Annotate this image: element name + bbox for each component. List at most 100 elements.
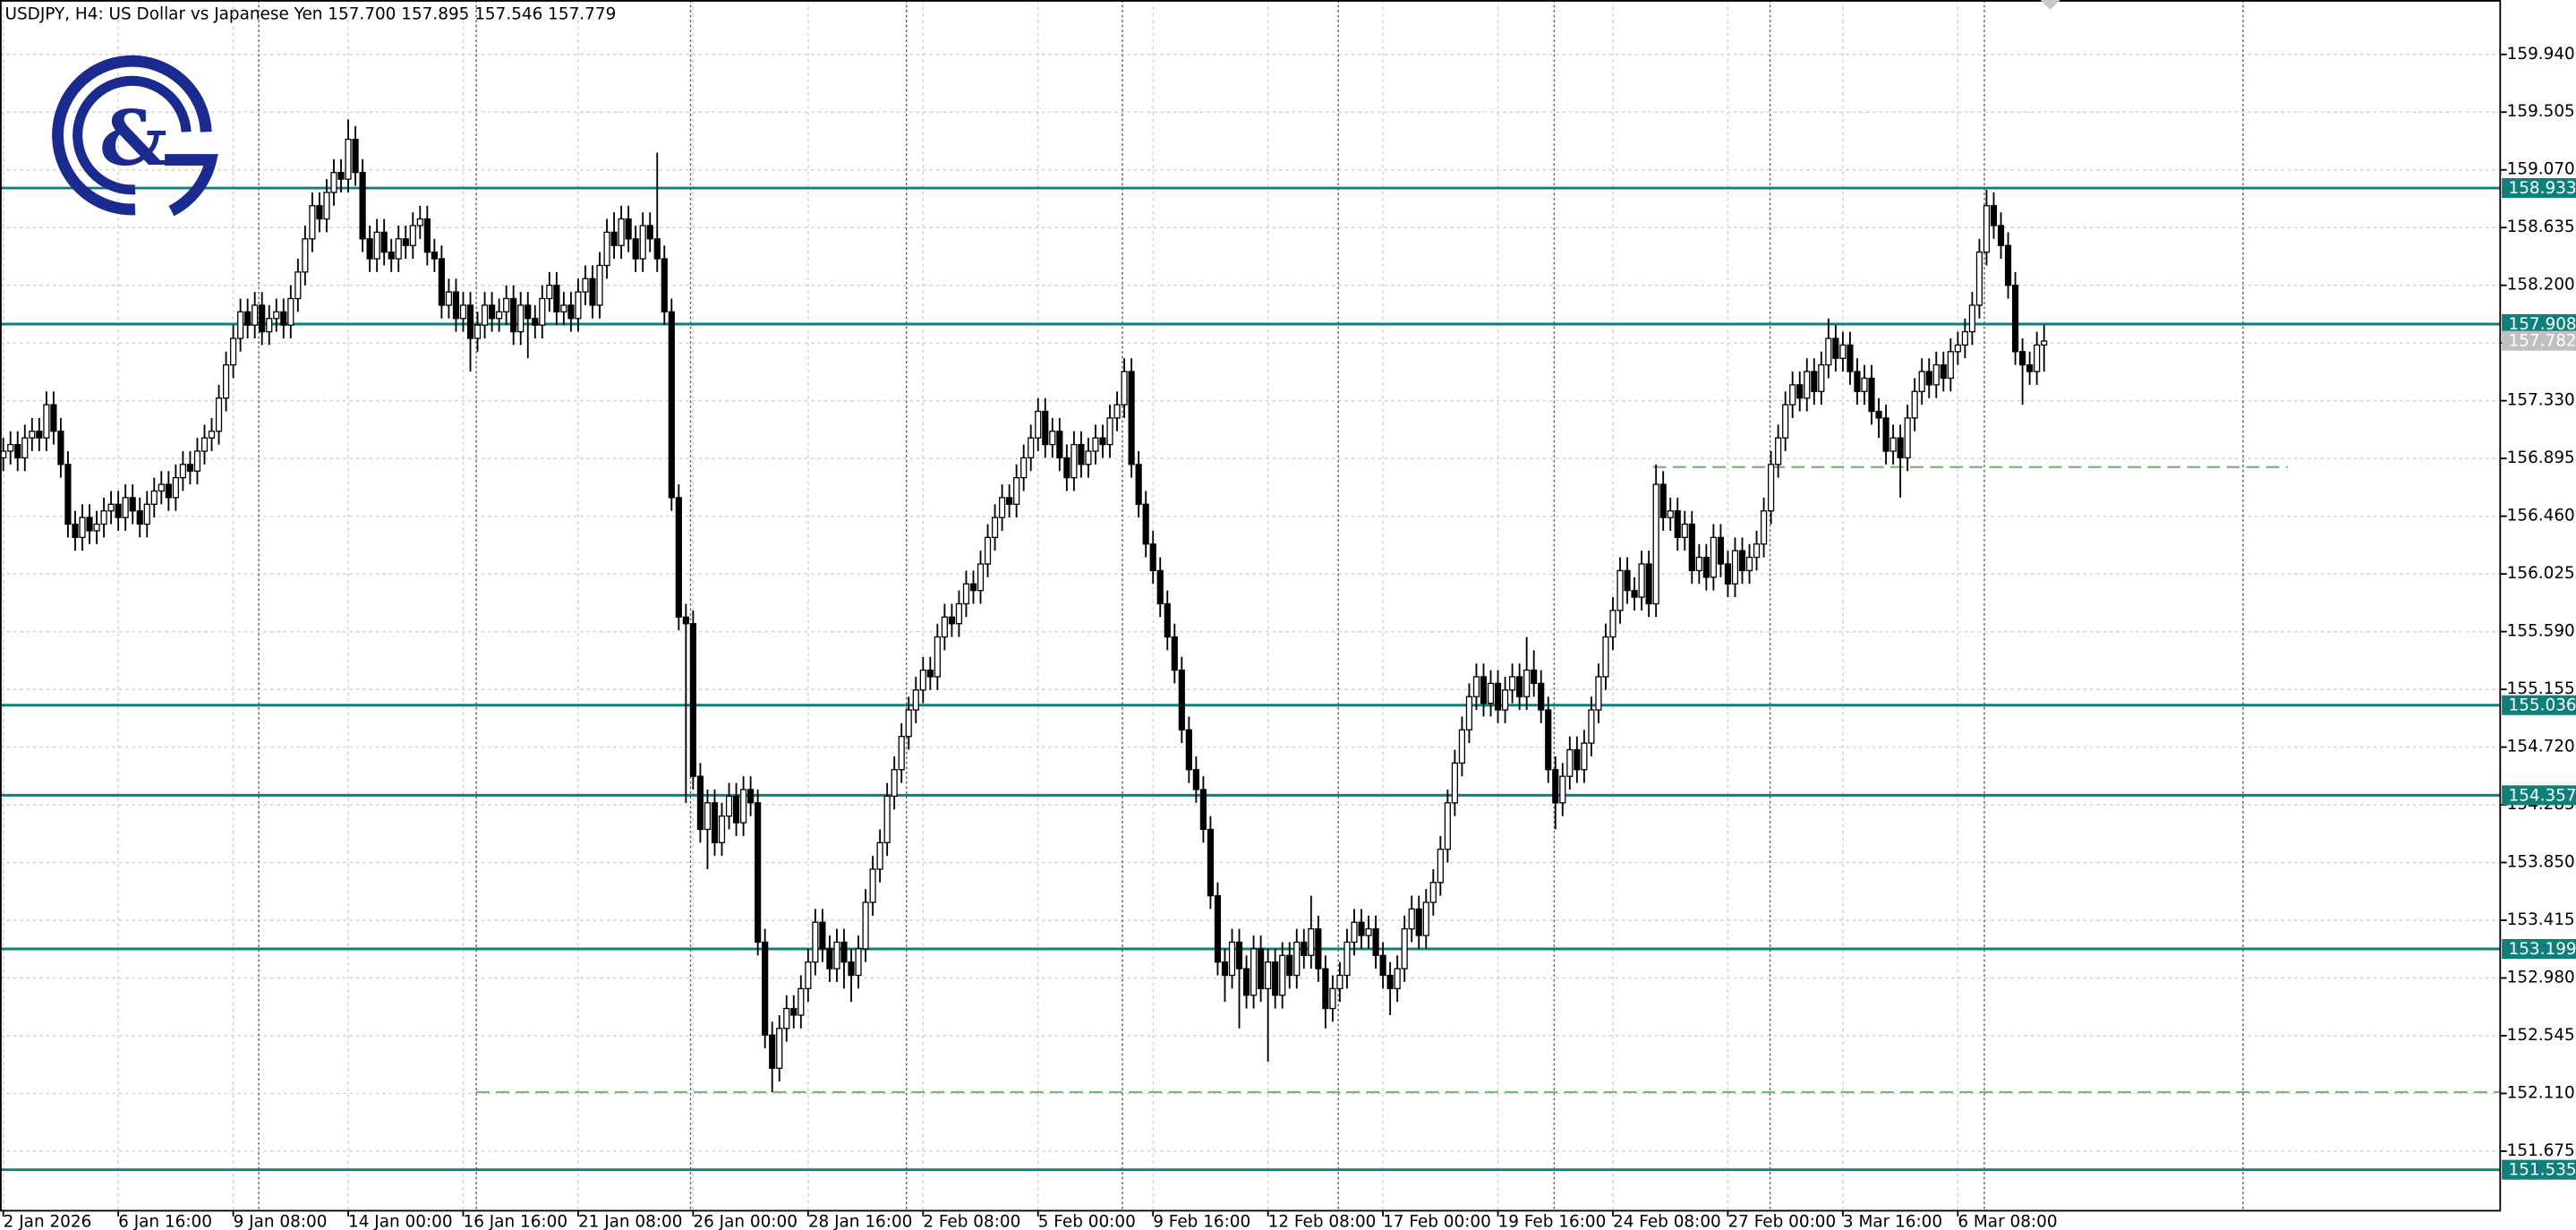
candle-body [1235, 941, 1243, 969]
candle-body [1738, 550, 1746, 572]
level-label-box [2502, 785, 2576, 806]
candle-body [1968, 304, 1976, 333]
y-tick-label: 159.070 [2507, 160, 2575, 179]
candle-body [1609, 610, 1616, 638]
candle-body [661, 258, 668, 312]
candle-body [833, 941, 840, 969]
candle-body [1329, 987, 1336, 1010]
candle-body [1258, 948, 1265, 989]
level-label: 157.908 [2509, 315, 2576, 334]
level-label-box [2502, 938, 2576, 960]
candle-body [57, 431, 64, 466]
candle-body [416, 218, 423, 226]
level-label: 155.036 [2509, 696, 2576, 715]
candle-body [179, 464, 186, 479]
candle-body [1301, 941, 1308, 956]
candle-body [567, 304, 575, 320]
candle-body [646, 225, 653, 240]
candle-body [1164, 602, 1171, 638]
candle-body [1745, 556, 1753, 572]
candle-body [1961, 330, 1968, 346]
candle-body [869, 868, 876, 903]
candle-body [1049, 431, 1056, 446]
x-tick-label: 2 Jan 2026 [4, 1212, 92, 1230]
x-tick-label: 2 Feb 08:00 [923, 1212, 1020, 1230]
y-tick-label: 153.415 [2507, 910, 2575, 929]
x-tick-label: 19 Feb 16:00 [1498, 1212, 1607, 1230]
y-tick-label: 158.635 [2507, 218, 2575, 236]
candle-body [2011, 285, 2019, 353]
level-label: 154.357 [2509, 786, 2576, 805]
candle-body [1695, 556, 1702, 572]
candle-body [1221, 961, 1229, 977]
candle-body [776, 1028, 783, 1069]
candle-body [29, 431, 36, 439]
candle-body [7, 443, 14, 452]
candle-body [50, 404, 57, 432]
candle-body [503, 297, 510, 312]
candle-body [1142, 503, 1149, 545]
candle-body [1523, 669, 1531, 697]
candle-body [1559, 775, 1566, 804]
candle-body [1372, 927, 1379, 956]
candle-body [1983, 205, 1991, 253]
candle-body [1042, 410, 1049, 446]
candle-body [200, 437, 209, 452]
candle-body [912, 689, 919, 711]
candle-body [1616, 569, 1624, 611]
candle-body [229, 337, 237, 366]
candle-body [337, 172, 345, 180]
candle-body [115, 503, 122, 518]
candle-body [711, 802, 719, 843]
candle-body [790, 1007, 798, 1016]
candle-body [1868, 377, 1875, 413]
candle-body [876, 841, 883, 870]
candle-body [323, 192, 330, 220]
candle-body [445, 291, 453, 306]
candle-body [172, 476, 179, 499]
candle-body [560, 304, 567, 312]
candle-body [244, 311, 252, 326]
candle-body [1171, 636, 1178, 671]
level-label-box [2502, 313, 2576, 335]
y-tick-label: 158.200 [2507, 276, 2575, 295]
candle-body [1581, 742, 1588, 771]
candle-body [1472, 676, 1480, 697]
candle-body [2019, 351, 2026, 366]
candle-body [1997, 225, 2005, 246]
candle-body [1804, 371, 1811, 399]
candle-body [1925, 371, 1932, 386]
candle-body [1602, 636, 1609, 678]
candle-body [1013, 476, 1020, 505]
candle-body [1106, 417, 1113, 446]
logo-ring-outer [52, 55, 212, 216]
x-tick-label: 24 Feb 08:00 [1613, 1212, 1721, 1230]
candle-body [618, 218, 625, 246]
candle-body [1501, 689, 1509, 711]
candle-body [1394, 968, 1401, 989]
candle-body [948, 616, 955, 625]
candle-body [999, 497, 1006, 518]
candle-body [1832, 337, 1839, 359]
candle-body [1092, 437, 1099, 452]
candle-body [1444, 802, 1451, 850]
candle-body [122, 497, 129, 518]
candle-body [1768, 464, 1775, 512]
y-tick-label: 154.720 [2507, 738, 2575, 756]
candle-body [1343, 941, 1351, 977]
candle-body [345, 139, 352, 180]
candle-body [1825, 337, 1832, 366]
candle-body [1761, 510, 1768, 545]
candle-body [1242, 968, 1250, 996]
x-tick-label: 6 Mar 08:00 [1958, 1212, 2057, 1230]
y-tick-label: 152.545 [2507, 1026, 2575, 1045]
candle-body [1422, 901, 1429, 936]
candle-body [273, 311, 280, 320]
candle-body [1458, 729, 1465, 764]
candle-body [762, 941, 769, 1036]
candle-body [625, 218, 632, 240]
candle-body [1889, 437, 1897, 452]
candle-body [481, 304, 489, 326]
candle-body [1358, 921, 1365, 936]
